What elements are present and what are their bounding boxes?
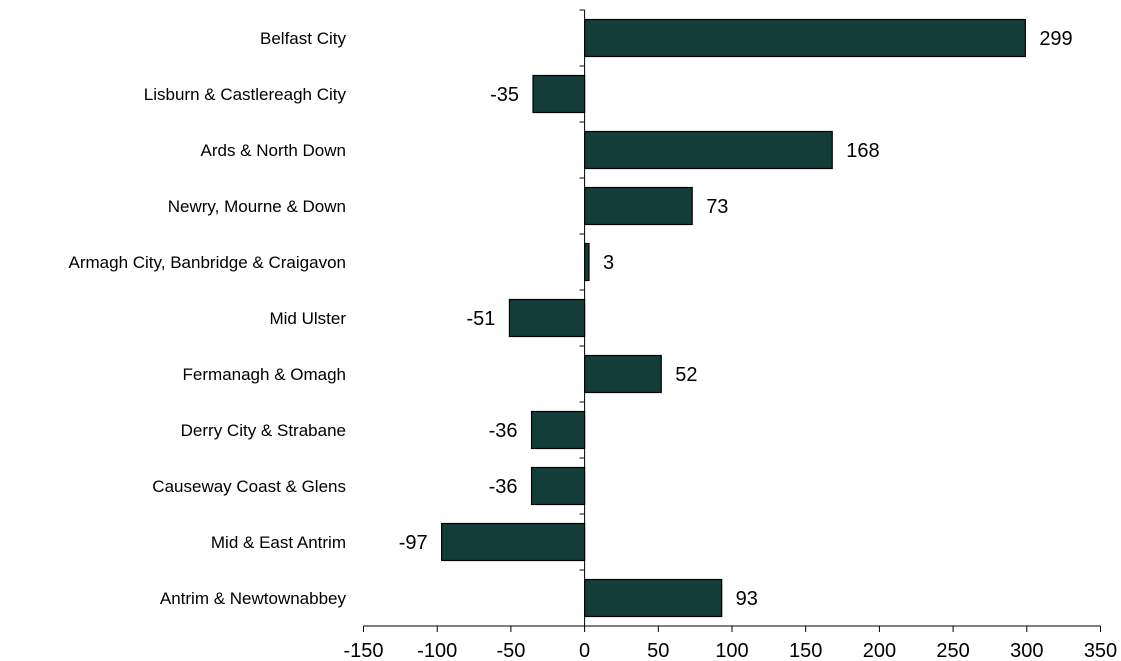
category-label: Derry City & Strabane	[181, 421, 346, 440]
bar	[532, 74, 586, 114]
bar	[530, 410, 586, 450]
category-label: Belfast City	[260, 29, 346, 48]
bar	[508, 298, 586, 338]
value-tick-label: -50	[496, 640, 525, 661]
labels-layer: 299 Belfast City -35 Lisburn & Castlereagh …	[69, 28, 1118, 661]
bar-value-label: 299	[1039, 28, 1072, 50]
category-label: Newry, Mourne & Down	[168, 197, 346, 216]
category-label: Ards & North Down	[201, 141, 347, 160]
bar-value-label: 73	[706, 196, 728, 218]
bar	[583, 354, 662, 394]
value-tick-label: -150	[343, 640, 383, 661]
category-label: Mid Ulster	[269, 309, 346, 328]
value-tick-label: 250	[936, 640, 969, 661]
value-tick-label: 0	[579, 640, 590, 661]
bar	[583, 578, 723, 618]
bar	[583, 18, 1026, 58]
value-tick-label: 200	[863, 640, 896, 661]
bar	[530, 466, 586, 506]
value-tick-label: 150	[789, 640, 822, 661]
category-label: Lisburn & Castlereagh City	[144, 85, 347, 104]
bar	[583, 130, 833, 170]
bar-value-label: 93	[736, 588, 758, 610]
bar-value-label: 52	[675, 364, 697, 386]
category-label: Armagh City, Banbridge & Craigavon	[69, 253, 347, 272]
bar-value-label: 3	[603, 252, 614, 274]
value-tick-label: 300	[1010, 640, 1043, 661]
value-tick-label: 100	[715, 640, 748, 661]
bar-value-label: -51	[467, 308, 496, 330]
category-label: Mid & East Antrim	[211, 533, 346, 552]
category-label: Causeway Coast & Glens	[152, 477, 346, 496]
category-label: Antrim & Newtownabbey	[160, 589, 347, 608]
category-label: Fermanagh & Omagh	[183, 365, 346, 384]
value-tick-label: 350	[1084, 640, 1117, 661]
value-tick-label: -100	[417, 640, 457, 661]
bar-value-label: 168	[846, 140, 879, 162]
bar-value-label: -97	[399, 532, 428, 554]
bar	[583, 242, 590, 282]
bar	[441, 522, 586, 562]
bars-layer	[441, 18, 1026, 618]
value-tick-label: 50	[647, 640, 669, 661]
axes-layer	[363, 9, 1101, 632]
bar-value-label: -36	[489, 420, 518, 442]
bar-value-label: -36	[489, 476, 518, 498]
bar-value-label: -35	[490, 84, 519, 106]
bar	[583, 186, 693, 226]
